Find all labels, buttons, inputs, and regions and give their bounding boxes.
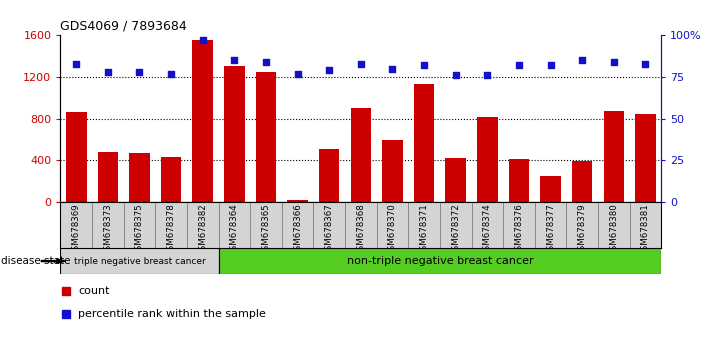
Text: GSM678381: GSM678381 [641, 203, 650, 256]
Bar [224, 65, 245, 202]
Bar [66, 112, 87, 202]
Text: GSM678376: GSM678376 [515, 203, 523, 256]
Point [387, 66, 398, 72]
Bar [414, 84, 434, 202]
Text: GSM678366: GSM678366 [293, 203, 302, 256]
Point [70, 61, 82, 67]
Point [513, 63, 525, 68]
Text: GSM678372: GSM678372 [451, 203, 460, 256]
Point [324, 68, 335, 73]
Text: non-triple negative breast cancer: non-triple negative breast cancer [346, 256, 533, 266]
Point [481, 73, 493, 78]
Bar [218, 248, 661, 274]
Bar [256, 72, 277, 202]
Text: GSM678375: GSM678375 [135, 203, 144, 256]
Bar [572, 161, 592, 202]
Bar [319, 149, 339, 202]
Text: GSM678382: GSM678382 [198, 203, 207, 256]
Point [229, 57, 240, 63]
Bar [477, 116, 498, 202]
Text: GSM678371: GSM678371 [419, 203, 429, 256]
Bar [97, 152, 118, 202]
Point [608, 59, 619, 65]
Text: GSM678367: GSM678367 [325, 203, 333, 256]
Point [577, 57, 588, 63]
Text: GSM678373: GSM678373 [103, 203, 112, 256]
Point [640, 61, 651, 67]
Text: GSM678374: GSM678374 [483, 203, 492, 256]
Bar [508, 159, 529, 202]
Text: GSM678377: GSM678377 [546, 203, 555, 256]
Point [102, 69, 114, 75]
Bar [540, 176, 561, 202]
Point [166, 71, 177, 76]
Text: GSM678379: GSM678379 [577, 203, 587, 256]
Text: triple negative breast cancer: triple negative breast cancer [74, 257, 205, 266]
Point [450, 73, 461, 78]
Point [418, 63, 429, 68]
Bar [445, 158, 466, 202]
Text: disease state: disease state [1, 256, 70, 266]
Point [134, 69, 145, 75]
Bar [287, 200, 308, 202]
Text: GDS4069 / 7893684: GDS4069 / 7893684 [60, 20, 187, 33]
Point [545, 63, 556, 68]
Bar [604, 111, 624, 202]
Point [356, 61, 367, 67]
Text: GSM678380: GSM678380 [609, 203, 619, 256]
Bar [383, 141, 402, 202]
Point [292, 71, 304, 76]
Text: GSM678370: GSM678370 [388, 203, 397, 256]
Text: GSM678378: GSM678378 [166, 203, 176, 256]
Text: percentile rank within the sample: percentile rank within the sample [78, 309, 267, 319]
Text: GSM678368: GSM678368 [356, 203, 365, 256]
Bar [635, 114, 656, 202]
Text: count: count [78, 286, 110, 296]
Text: GSM678365: GSM678365 [262, 203, 270, 256]
Bar [193, 40, 213, 202]
Point [260, 59, 272, 65]
Bar [351, 108, 371, 202]
Bar [129, 153, 150, 202]
Text: GSM678364: GSM678364 [230, 203, 239, 256]
Text: GSM678369: GSM678369 [72, 203, 81, 256]
Bar [161, 157, 181, 202]
Point [197, 38, 208, 43]
Bar [60, 248, 218, 274]
